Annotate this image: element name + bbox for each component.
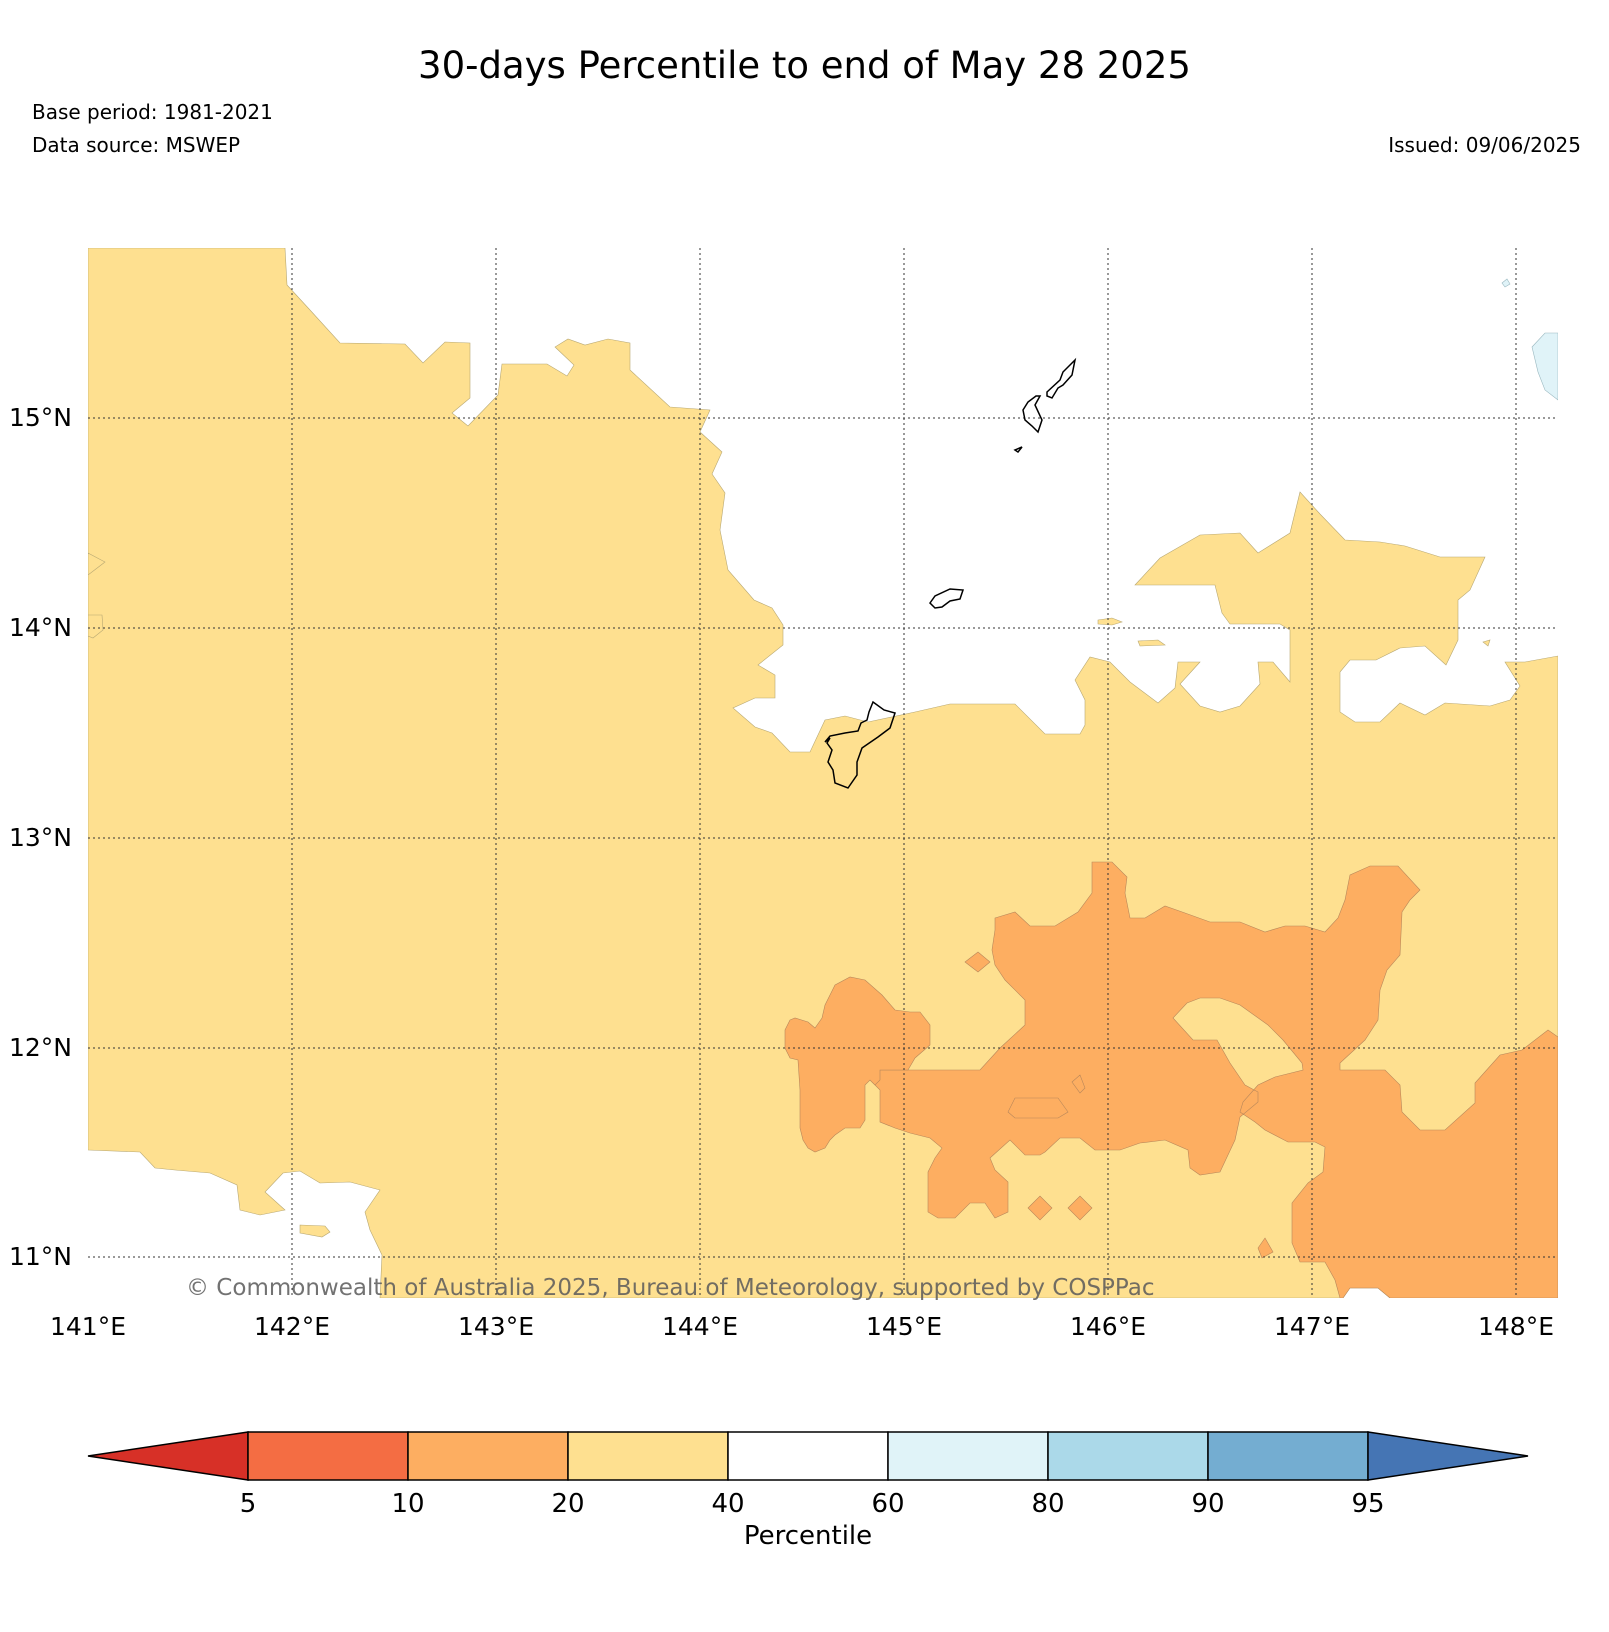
colorbar-tick-label: 20 bbox=[551, 1489, 584, 1519]
colorbar: 5 10 20 40 60 80 90 95 Percentile bbox=[87, 1431, 1529, 1551]
colorbar-tick-label: 95 bbox=[1351, 1489, 1384, 1519]
island-outlines bbox=[824, 357, 1077, 789]
colorbar-segment-10-20 bbox=[407, 1431, 569, 1481]
lon-tick-label: 144°E bbox=[662, 1312, 738, 1341]
region-10-20-spot bbox=[1027, 1195, 1053, 1221]
colorbar-tick-label: 5 bbox=[240, 1489, 257, 1519]
colorbar-tick-label: 90 bbox=[1191, 1489, 1224, 1519]
colorbar-segment-5-10 bbox=[247, 1431, 409, 1481]
region-20-40-islet bbox=[1137, 639, 1166, 647]
gridlines bbox=[88, 248, 1558, 1298]
map-title: 30-days Percentile to end of May 28 2025 bbox=[418, 44, 1191, 87]
colorbar-segment-40-60 bbox=[727, 1431, 889, 1481]
lat-tick-label: 12°N bbox=[9, 1033, 72, 1062]
colorbar-segment-80-90 bbox=[1047, 1431, 1209, 1481]
lon-tick-label: 142°E bbox=[254, 1312, 330, 1341]
colorbar-segment-90-95 bbox=[1207, 1431, 1369, 1481]
region-20-40 bbox=[88, 248, 1558, 1298]
colorbar-segment-60-80 bbox=[887, 1431, 1049, 1481]
region-10-20 bbox=[869, 861, 1558, 1298]
lon-tick-label: 147°E bbox=[1274, 1312, 1350, 1341]
colorbar-tick-label: 80 bbox=[1031, 1489, 1064, 1519]
lon-tick-label: 141°E bbox=[50, 1312, 126, 1341]
island-saipan-outline bbox=[1046, 357, 1077, 399]
region-60-80 bbox=[1531, 332, 1558, 401]
map-area bbox=[88, 248, 1558, 1298]
lon-tick-label: 143°E bbox=[458, 1312, 534, 1341]
colorbar-tick-label: 10 bbox=[391, 1489, 424, 1519]
region-10-20-spot bbox=[964, 951, 991, 973]
island-rota-outline bbox=[929, 588, 965, 609]
region-10-20-spot bbox=[1067, 1195, 1093, 1221]
lat-tick-label: 14°N bbox=[9, 613, 72, 642]
region-60-80-islet bbox=[1501, 278, 1511, 288]
base-period-text: Base period: 1981-2021 bbox=[32, 100, 273, 124]
copyright-text: © Commonwealth of Australia 2025, Bureau… bbox=[186, 1275, 1155, 1301]
region-20-40-islet bbox=[1097, 617, 1123, 626]
lat-tick-label: 11°N bbox=[9, 1242, 72, 1271]
colorbar-segment-lt5 bbox=[87, 1431, 249, 1481]
island-guam-outline bbox=[824, 700, 896, 789]
colorbar-segment-gt95 bbox=[1367, 1431, 1529, 1481]
colorbar-label: Percentile bbox=[744, 1521, 872, 1551]
region-10-20-spot bbox=[1257, 1237, 1274, 1259]
island-tinian-outline bbox=[1022, 395, 1043, 434]
lon-tick-label: 145°E bbox=[866, 1312, 942, 1341]
lon-tick-labels: 141°E 142°E 143°E 144°E 145°E 146°E 147°… bbox=[50, 1312, 1554, 1341]
colorbar-tick-label: 40 bbox=[711, 1489, 744, 1519]
island-aguijan-outline bbox=[1013, 446, 1023, 454]
region-20-40-islet bbox=[1482, 639, 1491, 647]
lat-tick-label: 13°N bbox=[9, 823, 72, 852]
lat-tick-labels: 15°N 14°N 13°N 12°N 11°N bbox=[9, 403, 72, 1271]
colorbar-segment-20-40 bbox=[567, 1431, 729, 1481]
lon-tick-label: 146°E bbox=[1070, 1312, 1146, 1341]
data-source-text: Data source: MSWEP bbox=[32, 133, 241, 157]
colorbar-tick-label: 60 bbox=[871, 1489, 904, 1519]
region-10-20-west bbox=[784, 976, 931, 1153]
issued-date-text: Issued: 09/06/2025 bbox=[1388, 133, 1581, 157]
lon-tick-label: 148°E bbox=[1478, 1312, 1554, 1341]
colorbar-tick-labels: 5 10 20 40 60 80 90 95 bbox=[240, 1489, 1385, 1519]
lat-tick-label: 15°N bbox=[9, 403, 72, 432]
